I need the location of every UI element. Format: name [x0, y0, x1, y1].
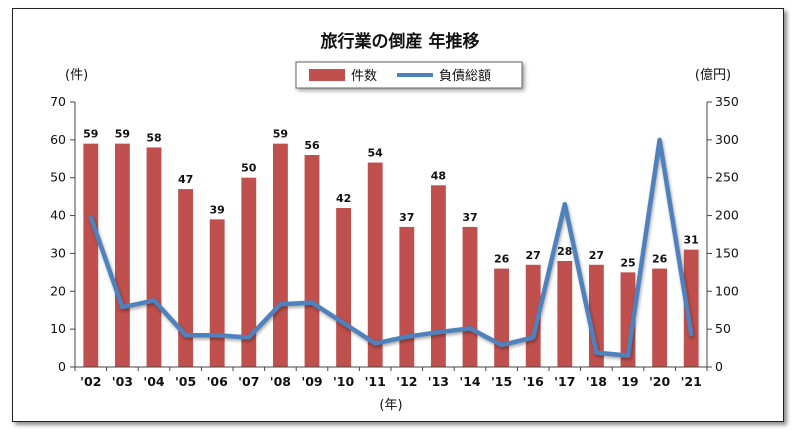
legend-bar-swatch	[309, 69, 345, 81]
legend-bar-label: 件数	[351, 69, 377, 84]
y-right-tick-label: 150	[715, 245, 739, 260]
bar-data-label: 37	[462, 211, 477, 224]
bar	[494, 268, 510, 367]
x-tick-label: '06	[207, 374, 229, 389]
bar-data-label: 50	[241, 162, 257, 175]
bar-data-label: 54	[368, 147, 384, 160]
bar	[272, 143, 288, 367]
line-series	[88, 137, 694, 358]
bar-data-label: 27	[526, 249, 541, 262]
y-right-axis-label: (億円)	[695, 67, 731, 83]
bar	[304, 155, 320, 367]
x-tick-label: '04	[143, 374, 165, 389]
y-left-tick-label: 70	[50, 94, 66, 109]
y-right-tick-label: 250	[715, 170, 739, 185]
bar	[367, 162, 383, 367]
bar-data-label: 25	[620, 256, 635, 269]
y-left-tick-label: 20	[50, 283, 66, 298]
legend: 件数 負債総額	[295, 61, 523, 89]
bar-data-label: 26	[652, 253, 668, 266]
bar-data-label: 56	[304, 139, 320, 152]
x-tick-label: '02	[80, 374, 101, 389]
x-tick-label: '16	[523, 374, 545, 389]
bar-data-label: 59	[83, 128, 98, 141]
bar-data-label: 59	[115, 128, 130, 141]
y-left-tick-label: 40	[50, 208, 66, 223]
y-right-tick-label: 300	[715, 132, 739, 147]
chart-frame: 旅行業の倒産 年推移 件数 負債総額 (件) (億円) (年) 59 59 58 47…	[12, 8, 784, 422]
bar-data-label: 58	[146, 131, 161, 144]
bar-data-label: 27	[589, 249, 604, 262]
bar	[683, 249, 699, 367]
bar-data-label: 42	[336, 192, 351, 205]
bar	[399, 226, 415, 367]
x-tick-label: '13	[428, 374, 449, 389]
x-tick-label: '05	[175, 374, 196, 389]
bar	[209, 219, 225, 367]
plot-area: 59 59 58 47 39 50 59 56 42 54 37 48 37 26 27 28 27 25 26 31…	[50, 94, 739, 389]
y-right-tick-labels: 0 50 100 150 200 250 300 350	[715, 94, 739, 374]
y-left-tick-label: 10	[50, 321, 66, 336]
y-left-tick-label: 30	[50, 245, 66, 260]
x-tick-label: '11	[365, 374, 386, 389]
x-tick-label: '20	[649, 374, 671, 389]
y-right-tick-label: 200	[715, 208, 739, 223]
x-tick-label: '15	[491, 374, 512, 389]
bar-data-labels: 59 59 58 47 39 50 59 56 42 54 37 48 37 26 27 28 27 25 26 31	[83, 128, 699, 270]
x-tick-label: '10	[333, 374, 355, 389]
x-tick-label: '21	[681, 374, 702, 389]
x-tick-label: '18	[586, 374, 607, 389]
chart-svg: 旅行業の倒産 年推移 件数 負債総額 (件) (億円) (年) 59 59 58 47…	[50, 31, 739, 413]
legend-line-label: 負債総額	[439, 69, 491, 84]
y-left-tick-label: 50	[50, 170, 66, 185]
x-tick-label: '08	[270, 374, 291, 389]
x-axis-label: (年)	[379, 398, 402, 413]
bar-data-label: 59	[273, 128, 288, 141]
y-right-tick-label: 350	[715, 94, 739, 109]
bar	[114, 143, 130, 367]
bar	[652, 268, 668, 367]
x-tick-labels: '02 '03 '04 '05 '06 '07 '08 '09 '10 '11 '12 '13 '14 '…	[80, 374, 702, 389]
bar	[146, 147, 162, 367]
x-tick-label: '07	[238, 374, 259, 389]
bar-data-label: 47	[178, 173, 193, 186]
x-tick-label: '19	[617, 374, 638, 389]
bar-data-label: 37	[399, 211, 414, 224]
bar	[178, 189, 194, 367]
bar	[525, 264, 541, 367]
axes	[70, 101, 712, 371]
y-left-tick-label: 60	[50, 132, 66, 147]
x-tick-label: '03	[112, 374, 133, 389]
y-left-tick-labels: 0 10 20 30 40 50 60 70	[50, 94, 66, 374]
bar	[83, 143, 99, 367]
bar	[430, 185, 446, 367]
bar	[462, 226, 478, 367]
bar-data-label: 26	[494, 253, 510, 266]
bar-data-label: 39	[210, 203, 225, 216]
bar-data-label: 48	[431, 169, 446, 182]
y-right-tick-label: 0	[715, 359, 723, 374]
chart-title: 旅行業の倒産 年推移	[321, 31, 480, 52]
y-right-tick-label: 100	[715, 283, 739, 298]
bar	[336, 208, 352, 367]
bar	[241, 177, 257, 367]
y-left-tick-label: 0	[58, 359, 66, 374]
x-tick-label: '17	[554, 374, 575, 389]
bar	[557, 261, 573, 367]
bar-series	[83, 143, 699, 367]
x-tick-label: '12	[396, 374, 417, 389]
bar-data-label: 28	[557, 245, 572, 258]
bar-data-label: 31	[684, 234, 699, 247]
debt-line	[88, 137, 694, 358]
y-left-axis-label: (件)	[65, 68, 88, 83]
y-right-tick-label: 50	[715, 321, 731, 336]
x-tick-label: '14	[459, 374, 481, 389]
x-tick-label: '09	[301, 374, 322, 389]
